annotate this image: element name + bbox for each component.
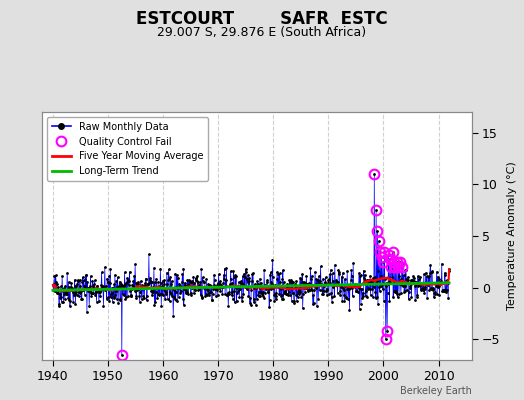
Text: ESTCOURT        SAFR  ESTC: ESTCOURT SAFR ESTC [136,10,388,28]
Legend: Raw Monthly Data, Quality Control Fail, Five Year Moving Average, Long-Term Tren: Raw Monthly Data, Quality Control Fail, … [47,117,208,181]
Y-axis label: Temperature Anomaly (°C): Temperature Anomaly (°C) [507,162,518,310]
Text: 29.007 S, 29.876 E (South Africa): 29.007 S, 29.876 E (South Africa) [157,26,367,39]
Text: Berkeley Earth: Berkeley Earth [400,386,472,396]
